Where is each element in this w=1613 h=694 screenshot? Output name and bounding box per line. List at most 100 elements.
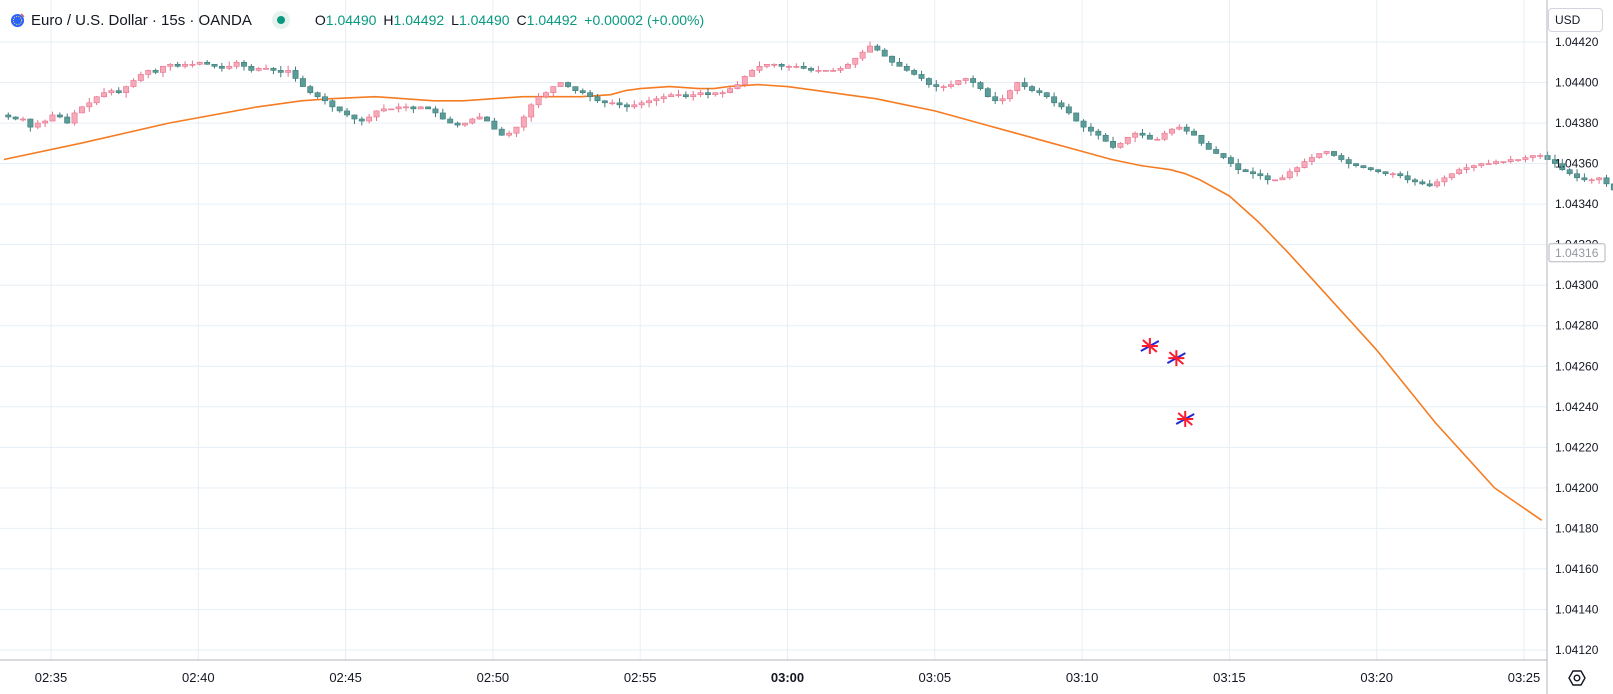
candle <box>78 105 85 114</box>
candle-body <box>1529 155 1536 158</box>
candle-body <box>484 116 490 122</box>
candle-body <box>763 63 770 67</box>
candle-body <box>1566 169 1573 175</box>
candle <box>911 68 918 76</box>
candle <box>535 93 542 109</box>
candle <box>1146 132 1153 140</box>
candle <box>881 48 888 57</box>
candle-body <box>469 118 476 124</box>
candle-body <box>587 92 594 98</box>
candle <box>999 94 1006 105</box>
candle-body <box>778 63 785 67</box>
candle-body <box>395 106 402 110</box>
candle-body <box>1110 141 1116 148</box>
candle <box>925 77 932 88</box>
chart-settings-icon[interactable] <box>1566 667 1588 689</box>
candle <box>830 67 837 72</box>
candle-body <box>859 51 866 59</box>
y-tick-label: 1.04120 <box>1555 643 1599 657</box>
candle <box>1316 153 1323 159</box>
candle <box>844 62 851 69</box>
candle-body <box>609 102 616 105</box>
candle <box>182 61 188 69</box>
candle-body <box>1014 82 1021 91</box>
candle-body <box>1404 175 1411 181</box>
candle <box>204 59 211 65</box>
candle <box>734 81 741 90</box>
candle <box>34 120 41 130</box>
candle <box>277 66 284 78</box>
candle <box>12 116 19 121</box>
symbol-title[interactable]: Euro / U.S. Dollar · 15s · OANDA <box>31 11 252 29</box>
candle-body <box>491 120 498 130</box>
candle <box>1389 172 1396 178</box>
marker-layer <box>1140 338 1195 427</box>
candle-body <box>403 106 409 109</box>
candle-body <box>1257 173 1264 177</box>
y-tick-label: 1.04140 <box>1555 602 1599 616</box>
candle-body <box>307 86 314 93</box>
candle <box>373 110 380 122</box>
candle-body <box>1191 130 1197 136</box>
candle-body <box>123 86 130 93</box>
candle <box>358 116 365 126</box>
candle <box>1559 158 1566 171</box>
candle-body <box>1043 92 1050 98</box>
candle-body <box>115 90 122 93</box>
candle <box>1043 92 1050 99</box>
candle <box>1338 152 1345 163</box>
currency-button[interactable]: USD <box>1548 8 1603 32</box>
candle <box>1331 151 1337 157</box>
candle-body <box>1183 126 1190 132</box>
candle <box>417 105 424 110</box>
candle <box>1544 151 1551 160</box>
x-tick-label: 03:05 <box>919 670 952 685</box>
candle-body <box>204 61 211 65</box>
candle-body <box>1220 153 1227 158</box>
current-price-box <box>1548 243 1606 263</box>
candle-body <box>889 55 896 63</box>
candle <box>727 85 734 94</box>
candle-body <box>1227 157 1234 164</box>
candle <box>778 63 785 71</box>
candle-body <box>417 106 424 110</box>
candle-body <box>896 61 903 67</box>
candle <box>1220 153 1227 160</box>
market-open-dot-icon[interactable] <box>271 11 290 29</box>
candle <box>93 96 100 106</box>
x-tick-label: 02:50 <box>477 670 510 685</box>
candle-body <box>1117 143 1124 148</box>
candle <box>447 116 454 124</box>
candle-body <box>1124 136 1131 144</box>
candle <box>1161 130 1168 141</box>
candle-body <box>1331 151 1337 156</box>
candle-body <box>1434 181 1441 187</box>
candle-body <box>1213 149 1220 154</box>
candle <box>344 107 351 118</box>
candle-body <box>1507 159 1514 162</box>
y-tick-label: 1.04160 <box>1555 562 1599 576</box>
candle <box>285 65 292 77</box>
open-label: O <box>314 12 326 28</box>
candle <box>366 114 373 124</box>
candle <box>1308 154 1315 166</box>
candle-body <box>1286 171 1293 179</box>
candle <box>1404 171 1411 184</box>
candle-body <box>992 96 999 102</box>
candle <box>395 103 402 113</box>
candle-body <box>1522 157 1529 160</box>
moving-average-layer <box>3 83 1543 521</box>
candle-body <box>241 61 247 67</box>
candle-body <box>734 84 741 89</box>
candle <box>1279 174 1286 181</box>
candle <box>226 61 233 70</box>
candle <box>42 119 49 128</box>
candle <box>1448 173 1455 181</box>
candle-body <box>741 76 748 85</box>
candle <box>27 118 34 132</box>
candle <box>1272 179 1279 182</box>
candle <box>1006 89 1013 102</box>
candle <box>1124 136 1131 146</box>
candle <box>1286 168 1293 180</box>
